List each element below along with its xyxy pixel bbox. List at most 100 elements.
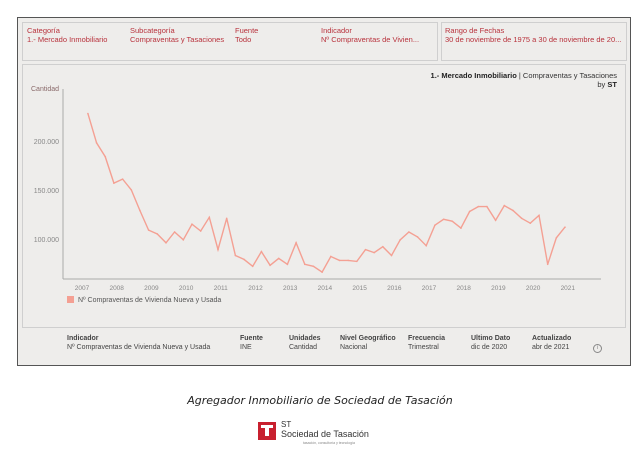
- data-point: [356, 260, 358, 263]
- caption: Agregador Inmobiliario de Sociedad de Ta…: [187, 394, 453, 407]
- data-point: [286, 263, 289, 266]
- data-point: [408, 231, 410, 233]
- data-point: [434, 224, 436, 226]
- data-point: [208, 216, 211, 219]
- filter-value: Todo: [235, 35, 252, 44]
- filter-label: Fuente: [235, 26, 259, 35]
- x-tick-label: 2018: [456, 285, 471, 292]
- data-point: [512, 209, 514, 212]
- data-point: [503, 204, 506, 207]
- y-tick-label: 150.000: [34, 188, 59, 195]
- data-point: [199, 230, 202, 232]
- data-point: [191, 223, 193, 225]
- filter-subcategory[interactable]: Subcategoría Compraventas y Tasaciones: [130, 26, 224, 44]
- filter-value: Compraventas y Tasaciones: [130, 35, 225, 44]
- data-point: [399, 239, 401, 241]
- y-tick-label: 200.000: [34, 139, 59, 146]
- y-axis-label: Cantidad: [31, 86, 59, 93]
- data-point: [321, 271, 323, 273]
- x-tick-label: 2008: [109, 285, 124, 292]
- data-point: [529, 222, 532, 224]
- data-point: [364, 248, 367, 251]
- data-point: [425, 244, 428, 247]
- y-tick-label: 100.000: [34, 237, 59, 244]
- data-point: [486, 205, 488, 208]
- data-point: [390, 254, 393, 257]
- filter-label: Categoría: [27, 26, 60, 35]
- data-point: [564, 226, 566, 228]
- x-tick-label: 2010: [179, 285, 194, 292]
- series-line: [87, 113, 566, 274]
- filter-indicator[interactable]: Indicador Nº Compraventas de Vivien...: [321, 26, 419, 44]
- data-point: [520, 217, 523, 220]
- data-point: [460, 227, 462, 229]
- data-point: [260, 250, 263, 253]
- data-point: [303, 263, 306, 266]
- date-range-label: Rango de Fechas: [445, 26, 505, 35]
- logo-mark-icon: [258, 422, 276, 440]
- data-point: [95, 142, 98, 144]
- data-point: [373, 251, 375, 254]
- filter-label: Subcategoría: [130, 26, 175, 35]
- x-tick-label: 2009: [144, 285, 159, 292]
- x-tick-label: 2021: [561, 285, 576, 292]
- info-icon[interactable]: i: [593, 344, 602, 353]
- data-point: [182, 239, 185, 241]
- data-point: [468, 210, 471, 213]
- data-point: [382, 245, 384, 248]
- data-point: [113, 182, 115, 184]
- dashboard-frame: Categoría 1.- Mercado Inmobiliario Subcat…: [17, 17, 631, 366]
- data-point: [477, 205, 480, 208]
- legend-label: Nº Compraventas de Vivienda Nueva y Usad…: [78, 297, 221, 304]
- data-point: [139, 209, 141, 212]
- filter-value: 1.- Mercado Inmobiliario: [27, 35, 108, 44]
- data-point: [225, 217, 228, 220]
- data-point: [243, 258, 245, 261]
- data-point: [121, 178, 124, 180]
- data-point: [312, 265, 315, 268]
- data-point: [338, 259, 341, 262]
- data-point: [156, 233, 159, 235]
- data-point: [217, 248, 219, 251]
- date-range-box[interactable]: Rango de Fechas 30 de noviembre de 1975 a…: [441, 22, 627, 61]
- x-tick-label: 2014: [318, 285, 333, 292]
- data-point: [538, 214, 540, 217]
- data-point: [442, 218, 445, 221]
- data-point: [147, 229, 150, 231]
- chart-title: 1.- Mercado Inmobiliario | Compraventas …: [430, 71, 617, 89]
- x-tick-label: 2013: [283, 285, 298, 292]
- data-point: [251, 265, 254, 268]
- data-point: [555, 237, 558, 239]
- data-point: [347, 259, 349, 262]
- data-point: [104, 155, 107, 158]
- data-point: [451, 220, 454, 223]
- data-point: [87, 112, 89, 115]
- data-point: [295, 241, 297, 244]
- data-point: [269, 264, 271, 267]
- filter-bar: Categoría 1.- Mercado Inmobiliario Subcat…: [22, 22, 438, 61]
- x-tick-label: 2019: [491, 285, 506, 292]
- x-tick-label: 2016: [387, 285, 402, 292]
- filter-source[interactable]: Fuente Todo: [235, 26, 258, 44]
- date-range-value: 30 de noviembre de 1975 a 30 de noviembr…: [445, 35, 622, 44]
- data-point: [165, 241, 167, 244]
- line-chart: Cantidad 100.000 150.000 200.000 2007 2008 200…: [31, 86, 601, 304]
- x-tick-label: 2007: [75, 285, 90, 292]
- data-point: [416, 236, 419, 238]
- data-point: [234, 254, 237, 257]
- x-tick-label: 2017: [422, 285, 437, 292]
- x-tick-label: 2020: [526, 285, 541, 292]
- filter-label: Indicador: [321, 26, 352, 35]
- chart-panel: 1.- Mercado Inmobiliario | Compraventas …: [22, 64, 626, 328]
- data-point: [173, 231, 176, 233]
- x-tick-label: 2011: [214, 285, 228, 292]
- data-point: [494, 219, 497, 222]
- filter-category[interactable]: Categoría 1.- Mercado Inmobiliario: [27, 26, 107, 44]
- data-point: [277, 257, 280, 260]
- filter-value: Nº Compraventas de Vivien...: [321, 35, 420, 44]
- data-point: [130, 189, 133, 191]
- legend-swatch: [67, 296, 74, 303]
- data-point: [329, 255, 332, 258]
- x-tick-label: 2012: [248, 285, 263, 292]
- data-point: [546, 263, 549, 266]
